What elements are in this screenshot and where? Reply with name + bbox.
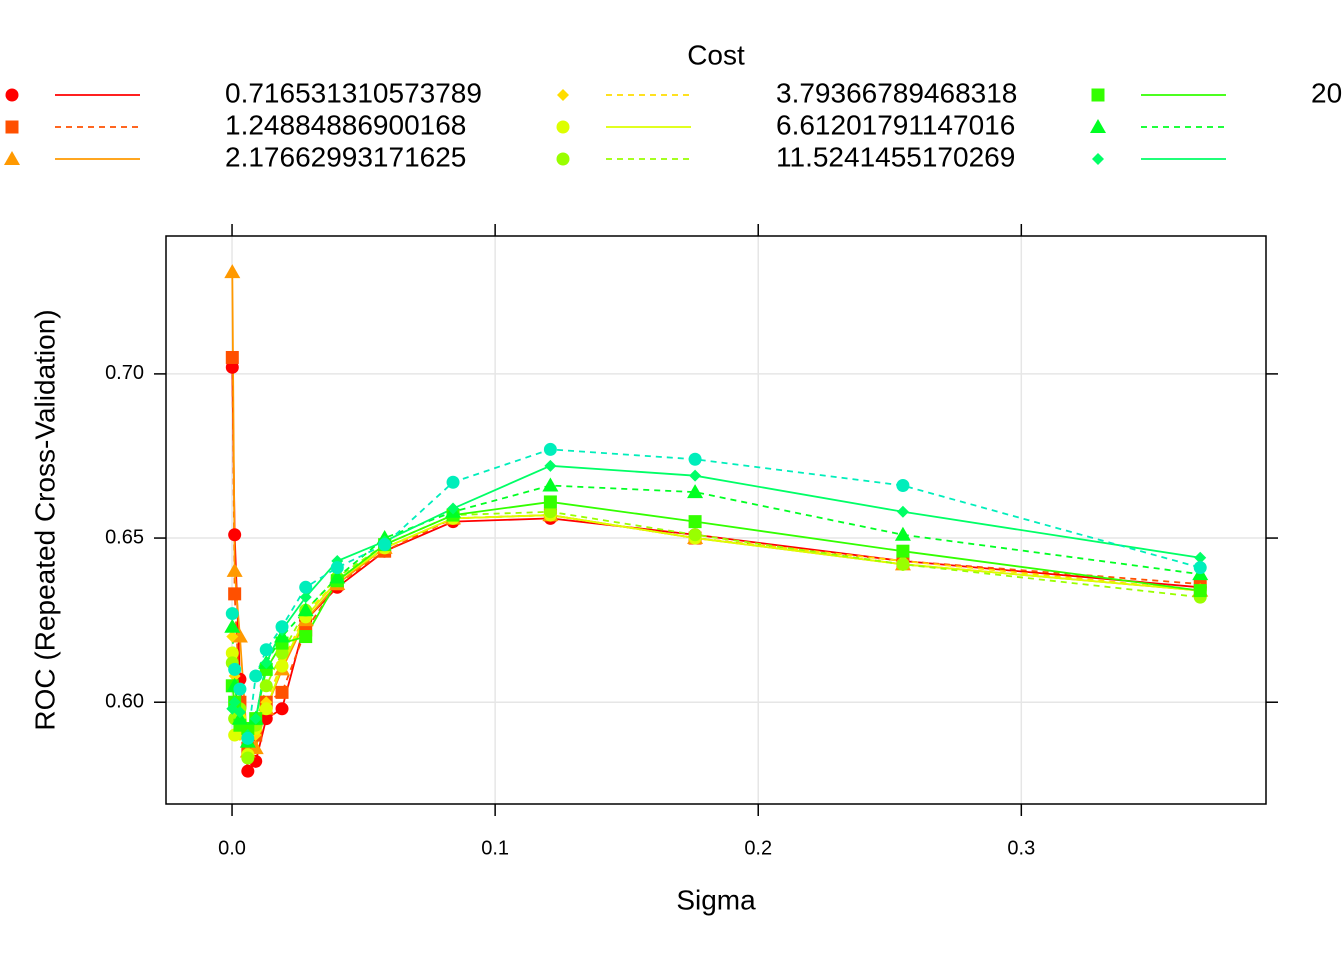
- marker: [228, 662, 242, 676]
- marker: [556, 120, 570, 134]
- marker: [896, 544, 910, 558]
- marker: [228, 587, 242, 601]
- marker: [275, 702, 289, 716]
- marker: [259, 702, 273, 716]
- marker: [446, 475, 460, 489]
- marker: [228, 728, 242, 742]
- marker: [688, 528, 702, 542]
- marker: [297, 602, 314, 617]
- y-tick-label: 0.65: [105, 526, 144, 548]
- x-tick-label: 0.0: [218, 837, 246, 859]
- marker: [5, 88, 19, 102]
- marker: [1091, 88, 1105, 102]
- marker: [896, 479, 910, 493]
- marker: [687, 484, 704, 499]
- marker: [896, 557, 910, 571]
- legend-label: 11.5241455170269: [776, 141, 1015, 172]
- marker: [543, 505, 557, 519]
- series-line: [231, 510, 1201, 759]
- marker: [228, 528, 242, 542]
- marker: [1193, 561, 1207, 575]
- marker: [231, 628, 248, 643]
- marker: [543, 495, 557, 509]
- marker: [241, 731, 255, 745]
- x-tick-label: 0.2: [744, 837, 772, 859]
- marker: [275, 620, 289, 634]
- marker: [1193, 584, 1207, 598]
- series-line: [231, 448, 1201, 739]
- marker: [689, 469, 702, 482]
- marker: [1092, 153, 1104, 165]
- series-line: [231, 464, 1201, 738]
- legend-label: 1.24884886900168: [225, 109, 466, 140]
- marker: [226, 630, 239, 643]
- marker: [544, 459, 557, 472]
- marker: [688, 515, 702, 529]
- marker: [329, 569, 346, 584]
- marker: [543, 442, 557, 456]
- marker: [275, 646, 289, 660]
- marker: [557, 89, 569, 101]
- marker: [241, 721, 255, 735]
- marker: [260, 656, 273, 669]
- marker: [249, 669, 263, 683]
- marker: [241, 751, 255, 765]
- marker: [894, 526, 911, 541]
- x-axis-label: Sigma: [676, 884, 756, 915]
- marker: [1090, 119, 1106, 133]
- marker: [378, 538, 392, 552]
- legend-label: 0.716531310573789: [225, 77, 482, 108]
- marker: [275, 659, 289, 673]
- series-line: [231, 367, 1201, 774]
- marker: [542, 477, 559, 492]
- marker: [688, 452, 702, 466]
- series-line: [231, 272, 1201, 753]
- marker: [225, 607, 239, 621]
- x-tick-label: 0.3: [1007, 837, 1035, 859]
- marker: [330, 561, 344, 575]
- legend-label: 3.79366789468318: [776, 77, 1017, 108]
- marker: [1194, 551, 1207, 564]
- marker: [275, 685, 289, 699]
- marker: [4, 151, 20, 165]
- marker: [259, 679, 273, 693]
- marker: [299, 580, 313, 594]
- marker: [224, 264, 241, 279]
- x-tick-label: 0.1: [481, 837, 509, 859]
- marker: [225, 646, 239, 660]
- marker: [259, 712, 273, 726]
- marker: [228, 696, 241, 709]
- marker: [224, 618, 241, 633]
- marker: [233, 682, 247, 696]
- legend-label: 6.61201791147016: [776, 109, 1015, 140]
- marker: [226, 562, 243, 577]
- marker: [259, 643, 273, 657]
- marker: [225, 360, 239, 374]
- marker: [556, 152, 570, 166]
- marker: [447, 502, 460, 515]
- plot-frame: [165, 235, 1267, 805]
- marker: [249, 712, 262, 725]
- legend-label: 20: [1311, 77, 1342, 108]
- y-tick-label: 0.60: [105, 691, 144, 713]
- marker: [5, 120, 19, 134]
- legend-label: 2.17662993171625: [225, 141, 466, 172]
- marker: [896, 505, 909, 518]
- y-tick-label: 0.70: [105, 362, 144, 384]
- marker: [299, 630, 313, 644]
- legend-title: Cost: [687, 39, 745, 70]
- y-axis-label: ROC (Repeated Cross-Validation): [29, 309, 60, 730]
- marker: [299, 591, 312, 604]
- marker: [241, 764, 255, 778]
- marker: [233, 706, 246, 719]
- marker: [225, 350, 239, 364]
